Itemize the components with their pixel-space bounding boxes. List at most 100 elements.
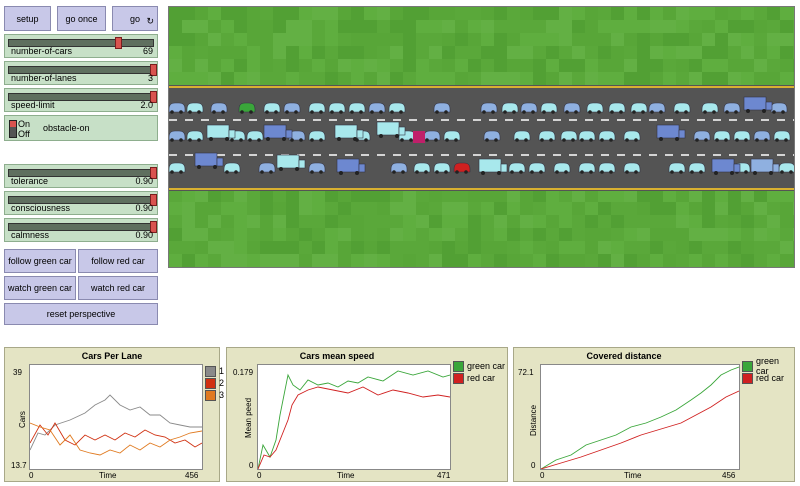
grass-patch (377, 202, 390, 215)
go-button[interactable]: go ↻ (112, 6, 158, 31)
follow-green-car-button[interactable]: follow green car (4, 249, 76, 273)
world-view[interactable] (168, 6, 795, 268)
grass-patch (611, 72, 624, 85)
grass-patch (416, 59, 429, 72)
grass-patch (377, 228, 390, 241)
grass-patch (507, 46, 520, 59)
grass-patch (182, 20, 195, 33)
grass-patch (728, 228, 741, 241)
grass-patch (260, 46, 273, 59)
speed-limit-slider[interactable]: speed-limit 2.0 (4, 88, 158, 112)
grass-patch (442, 72, 455, 85)
grass-patch (286, 202, 299, 215)
follow-red-car-button[interactable]: follow red car (78, 249, 158, 273)
legend-item: green car (453, 360, 505, 372)
legend-item: red car (742, 372, 794, 384)
grass-patch (247, 20, 260, 33)
grass-patch (234, 46, 247, 59)
watch-red-car-button[interactable]: watch red car (78, 276, 158, 300)
grass-patch (559, 241, 572, 254)
grass-patch (429, 189, 442, 202)
go-once-button[interactable]: go once (57, 6, 106, 31)
grass-patch (195, 241, 208, 254)
grass-patch (403, 33, 416, 46)
switch-toggle[interactable] (9, 120, 17, 138)
grass-patch (286, 33, 299, 46)
truck (334, 124, 364, 141)
grass-patch (325, 189, 338, 202)
grass-patch (299, 215, 312, 228)
grass-patch (741, 215, 754, 228)
grass-patch (546, 202, 559, 215)
number-of-cars-slider[interactable]: number-of-cars 69 (4, 34, 158, 58)
grass-patch (351, 72, 364, 85)
grass-patch (702, 33, 715, 46)
grass-patch (468, 7, 481, 20)
grass-patch (182, 189, 195, 202)
slider-handle[interactable] (150, 64, 157, 76)
car (688, 162, 706, 174)
grass-patch (715, 189, 728, 202)
grass-patch (624, 189, 637, 202)
grass-patch (338, 33, 351, 46)
grass-patch (208, 72, 221, 85)
grass-patch (780, 215, 793, 228)
plot-legend: green car red car (742, 356, 794, 384)
grass-patch (416, 189, 429, 202)
setup-button[interactable]: setup (4, 6, 51, 31)
car (483, 130, 501, 142)
grass-patch (195, 20, 208, 33)
grass-patch (208, 254, 221, 267)
number-of-lanes-slider[interactable]: number-of-lanes 3 (4, 61, 158, 85)
series-line (30, 422, 202, 448)
slider-handle[interactable] (150, 221, 157, 233)
grass-patch (663, 215, 676, 228)
grass-patch (208, 46, 221, 59)
grass-patch (195, 7, 208, 20)
tolerance-slider[interactable]: tolerance 0.90 (4, 164, 158, 188)
grass-patch (299, 33, 312, 46)
slider-handle[interactable] (115, 37, 122, 49)
calmness-slider[interactable]: calmness 0.90 (4, 218, 158, 242)
grass-patch (572, 228, 585, 241)
slider-value: 3 (147, 73, 153, 83)
slider-handle[interactable] (150, 91, 157, 103)
grass-patch (598, 72, 611, 85)
grass-patch (481, 7, 494, 20)
obstacle-on-switch[interactable]: On Off obstacle-on (4, 115, 158, 141)
grass-patch (377, 20, 390, 33)
grass-patch (403, 59, 416, 72)
grass-patch (507, 72, 520, 85)
grass-patch (429, 7, 442, 20)
grass-patch (572, 72, 585, 85)
plot-ymax: 39 (13, 368, 22, 377)
grass-patch (377, 46, 390, 59)
reset-perspective-button[interactable]: reset perspective (4, 303, 158, 325)
grass-patch (338, 241, 351, 254)
grass-patch (234, 254, 247, 267)
grass-patch (715, 33, 728, 46)
grass-patch (520, 215, 533, 228)
car (223, 162, 241, 174)
grass-patch (364, 7, 377, 20)
car (598, 162, 616, 174)
car (693, 130, 711, 142)
car (598, 130, 616, 142)
grass-patch (520, 254, 533, 267)
grass-patch (598, 254, 611, 267)
grass-patch (481, 189, 494, 202)
grass-patch (533, 72, 546, 85)
consciousness-slider[interactable]: consciousness 0.90 (4, 191, 158, 215)
grass-patch (676, 228, 689, 241)
grass-patch (715, 7, 728, 20)
watch-green-car-button[interactable]: watch green car (4, 276, 76, 300)
grass-patch (338, 20, 351, 33)
slider-handle[interactable] (150, 194, 157, 206)
grass-patch (169, 189, 182, 202)
grass-patch (429, 228, 442, 241)
grass-patch (403, 7, 416, 20)
grass-patch (260, 20, 273, 33)
slider-handle[interactable] (150, 167, 157, 179)
grass-patch (767, 7, 780, 20)
car (538, 130, 556, 142)
